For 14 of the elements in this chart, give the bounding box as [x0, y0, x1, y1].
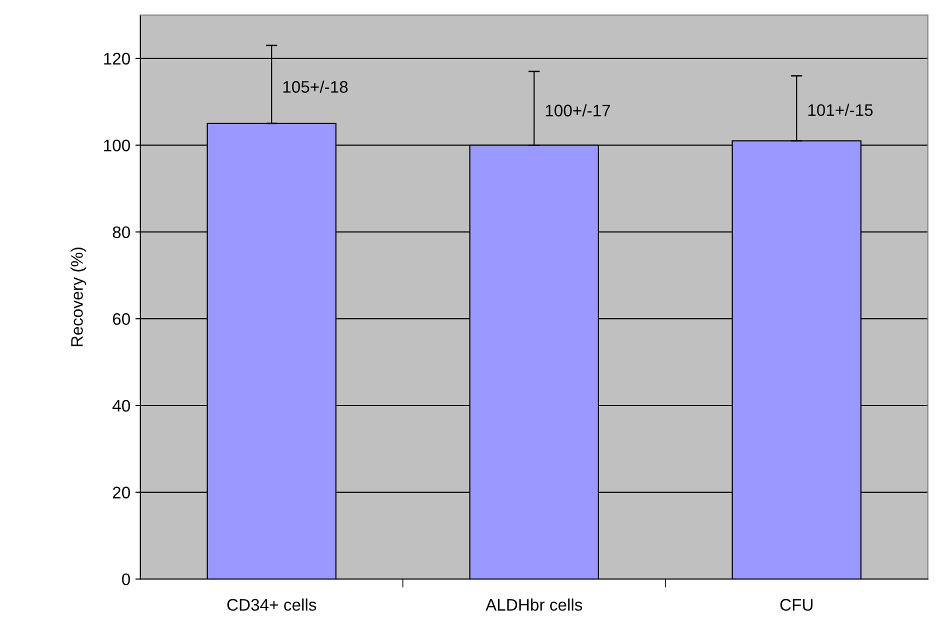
- x-tick-label: CD34+ cells: [227, 598, 316, 611]
- y-tick-label: 60: [112, 313, 130, 325]
- y-axis-title: Recovery (%): [70, 248, 86, 346]
- data-label: 105+/-18: [283, 80, 348, 93]
- y-tick-label: 100: [104, 140, 130, 152]
- y-tick-label: 40: [112, 400, 130, 412]
- y-tick-label: 120: [104, 52, 130, 65]
- data-label: 100+/-17: [546, 104, 610, 116]
- y-tick-label: 20: [112, 486, 130, 498]
- data-label: 101+/-15: [808, 104, 873, 116]
- x-tick-label: ALDHbr cells: [486, 598, 582, 611]
- x-tick-label: CFU: [780, 598, 812, 611]
- y-tick-label: 0: [122, 573, 130, 586]
- y-tick-label: 80: [112, 226, 130, 238]
